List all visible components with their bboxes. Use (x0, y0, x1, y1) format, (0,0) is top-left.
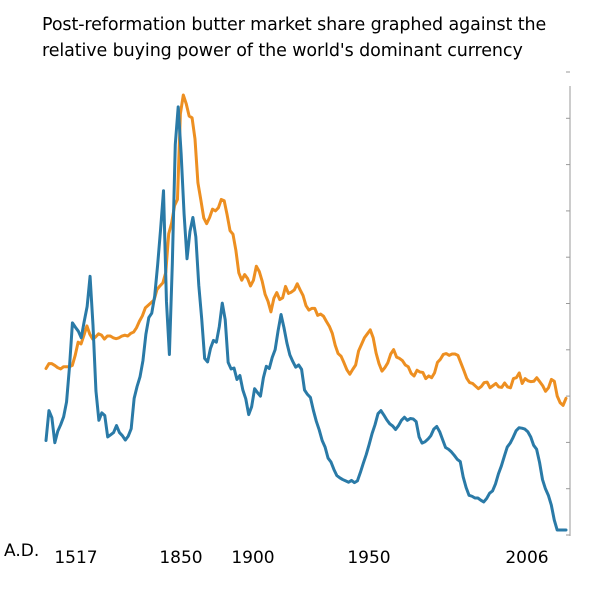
x-axis-prefix-label: A.D. (4, 541, 39, 561)
chart-title: Post-reformation butter market share gra… (42, 12, 582, 64)
x-tick-label: 1900 (231, 548, 274, 568)
blue-series-line (44, 105, 568, 532)
x-tick-label: 2006 (505, 548, 548, 568)
y-axis (566, 71, 571, 536)
x-tick-label: 1517 (54, 548, 97, 568)
chart-title-line-1: Post-reformation butter market share gra… (42, 15, 547, 35)
orange-series-line (44, 93, 568, 407)
series-group (44, 93, 568, 532)
chart-title-line-2: relative buying power of the world's dom… (42, 41, 523, 61)
x-tick-label: 1850 (159, 548, 202, 568)
x-axis-labels: A.D. 1517 1850 1900 1950 2006 (4, 541, 549, 568)
x-tick-label: 1950 (347, 548, 390, 568)
